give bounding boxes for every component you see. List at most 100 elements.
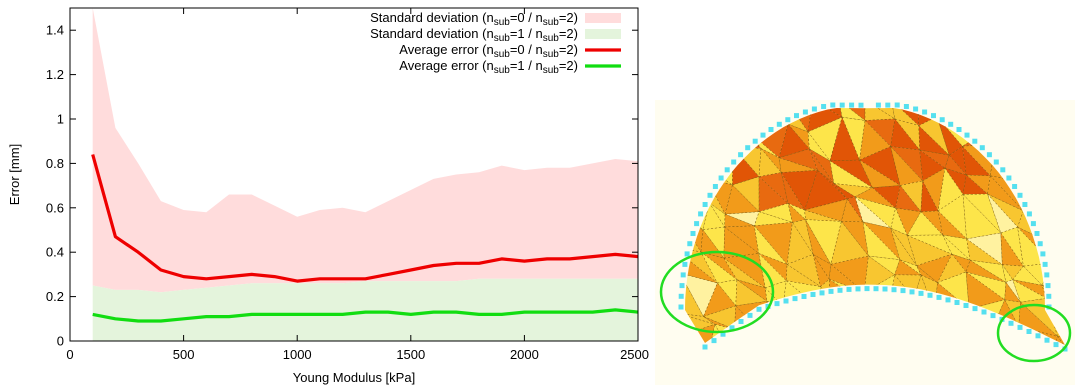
outline-point: [993, 159, 999, 165]
plot-frame: [69, 7, 639, 342]
legend-subscript: sub: [543, 33, 560, 44]
mesh-triangle: [1002, 264, 1014, 283]
mesh-triangle: [936, 253, 967, 284]
mesh-triangle: [829, 116, 860, 162]
mesh-triangle: [890, 108, 919, 126]
outline-point: [964, 132, 970, 138]
outline-point: [1053, 342, 1059, 348]
outline-point: [819, 290, 825, 296]
outline-point: [776, 121, 782, 127]
legend-text-part: =1 / n: [510, 26, 543, 41]
outline-point: [682, 261, 688, 267]
legend-text-part: =2): [559, 26, 578, 41]
mesh-triangle: [899, 180, 923, 213]
outline-point: [678, 304, 684, 310]
outline-points: [678, 102, 1068, 352]
legend-text-part: =0 / n: [510, 10, 543, 25]
outline-point: [1006, 175, 1012, 181]
y-tick-label: 1.4: [46, 23, 64, 38]
outline-point: [811, 106, 817, 112]
x-axis-ticks: 0 500 1000 1500 2000 2500: [66, 8, 649, 362]
mesh-triangle: [1012, 279, 1048, 303]
outline-point: [963, 303, 969, 308]
outline-point: [939, 117, 945, 123]
mesh-triangle: [841, 198, 864, 223]
outline-point: [936, 294, 942, 300]
mesh-triangle: [778, 148, 819, 171]
outline-point: [711, 338, 717, 344]
legend-subscript: sub: [494, 33, 511, 44]
mesh-triangle: [735, 279, 768, 307]
outline-point: [1030, 221, 1036, 227]
outline-point: [1012, 184, 1018, 189]
mesh-triangle: [895, 184, 922, 213]
x-tick-label: 1500: [396, 347, 425, 362]
outline-point: [1008, 320, 1014, 326]
legend: Standard deviation (nsub=0 / nsub=2)Stan…: [370, 10, 621, 76]
outline-point: [738, 319, 744, 324]
outline-point: [792, 296, 798, 302]
mesh-triangle: [841, 116, 866, 161]
y-tick-label: 0.8: [46, 156, 64, 171]
outline-point: [1042, 261, 1048, 267]
outline-point: [678, 293, 684, 299]
legend-subscript: sub: [543, 49, 560, 60]
outline-point: [712, 184, 718, 189]
outline-point: [913, 106, 919, 112]
legend-text-part: Standard deviation (n: [370, 10, 494, 25]
y-tick-label: 1.2: [46, 67, 64, 82]
outline-point: [849, 102, 855, 108]
std-band-1: [92, 278, 638, 341]
outline-point: [1046, 293, 1052, 299]
outline-point: [1022, 202, 1028, 207]
outline-point: [785, 117, 791, 123]
outline-point: [702, 344, 708, 350]
mesh-triangle: [812, 254, 832, 281]
mesh-triangle: [894, 259, 922, 276]
mesh-triangle: [871, 185, 901, 209]
y-tick-label: 0.4: [46, 245, 64, 260]
outline-point: [839, 102, 845, 108]
outline-point: [956, 127, 962, 132]
y-tick-label: 0.6: [46, 200, 64, 215]
outline-point: [858, 102, 864, 108]
outline-point: [828, 288, 834, 294]
outline-point: [903, 104, 909, 109]
outline-point: [990, 313, 996, 319]
mesh-triangle: [812, 254, 830, 288]
outline-point: [768, 127, 774, 132]
y-tick-label: 0: [57, 334, 64, 349]
outline-point: [702, 202, 708, 207]
x-tick-label: 2000: [510, 347, 539, 362]
outline-point: [731, 159, 737, 165]
mesh-triangle: [920, 179, 939, 212]
outline-point: [1034, 231, 1040, 236]
mesh-triangle: [753, 211, 793, 227]
outline-point: [1017, 192, 1023, 198]
outline-point: [830, 102, 836, 108]
outline-point: [679, 283, 685, 289]
outline-point: [954, 300, 960, 305]
mesh-triangle: [962, 193, 1002, 240]
outline-point: [846, 286, 852, 292]
outline-point: [724, 167, 730, 173]
outline-point: [855, 286, 861, 292]
outline-point: [972, 306, 978, 312]
x-axis-label: Young Modulus [kPa]: [293, 370, 415, 385]
outline-point: [745, 145, 751, 151]
legend-text-part: Average error (n: [399, 42, 493, 57]
mesh-triangle: [787, 202, 807, 223]
mesh-triangle: [758, 172, 789, 205]
outline-point: [931, 113, 936, 119]
y-axis-ticks: 0 0.2 0.4 0.6 0.8 1 1.2 1.4: [46, 23, 638, 349]
outline-point: [1045, 283, 1051, 289]
mesh-triangle: [758, 176, 789, 213]
outline-point: [922, 109, 928, 115]
mesh-triangle: [685, 312, 716, 325]
outline-point: [694, 221, 700, 227]
outline-point: [794, 113, 799, 119]
outline-point: [720, 331, 726, 337]
mesh-triangle: [758, 147, 782, 178]
outline-point: [972, 138, 978, 144]
mesh-triangle: [936, 116, 963, 156]
